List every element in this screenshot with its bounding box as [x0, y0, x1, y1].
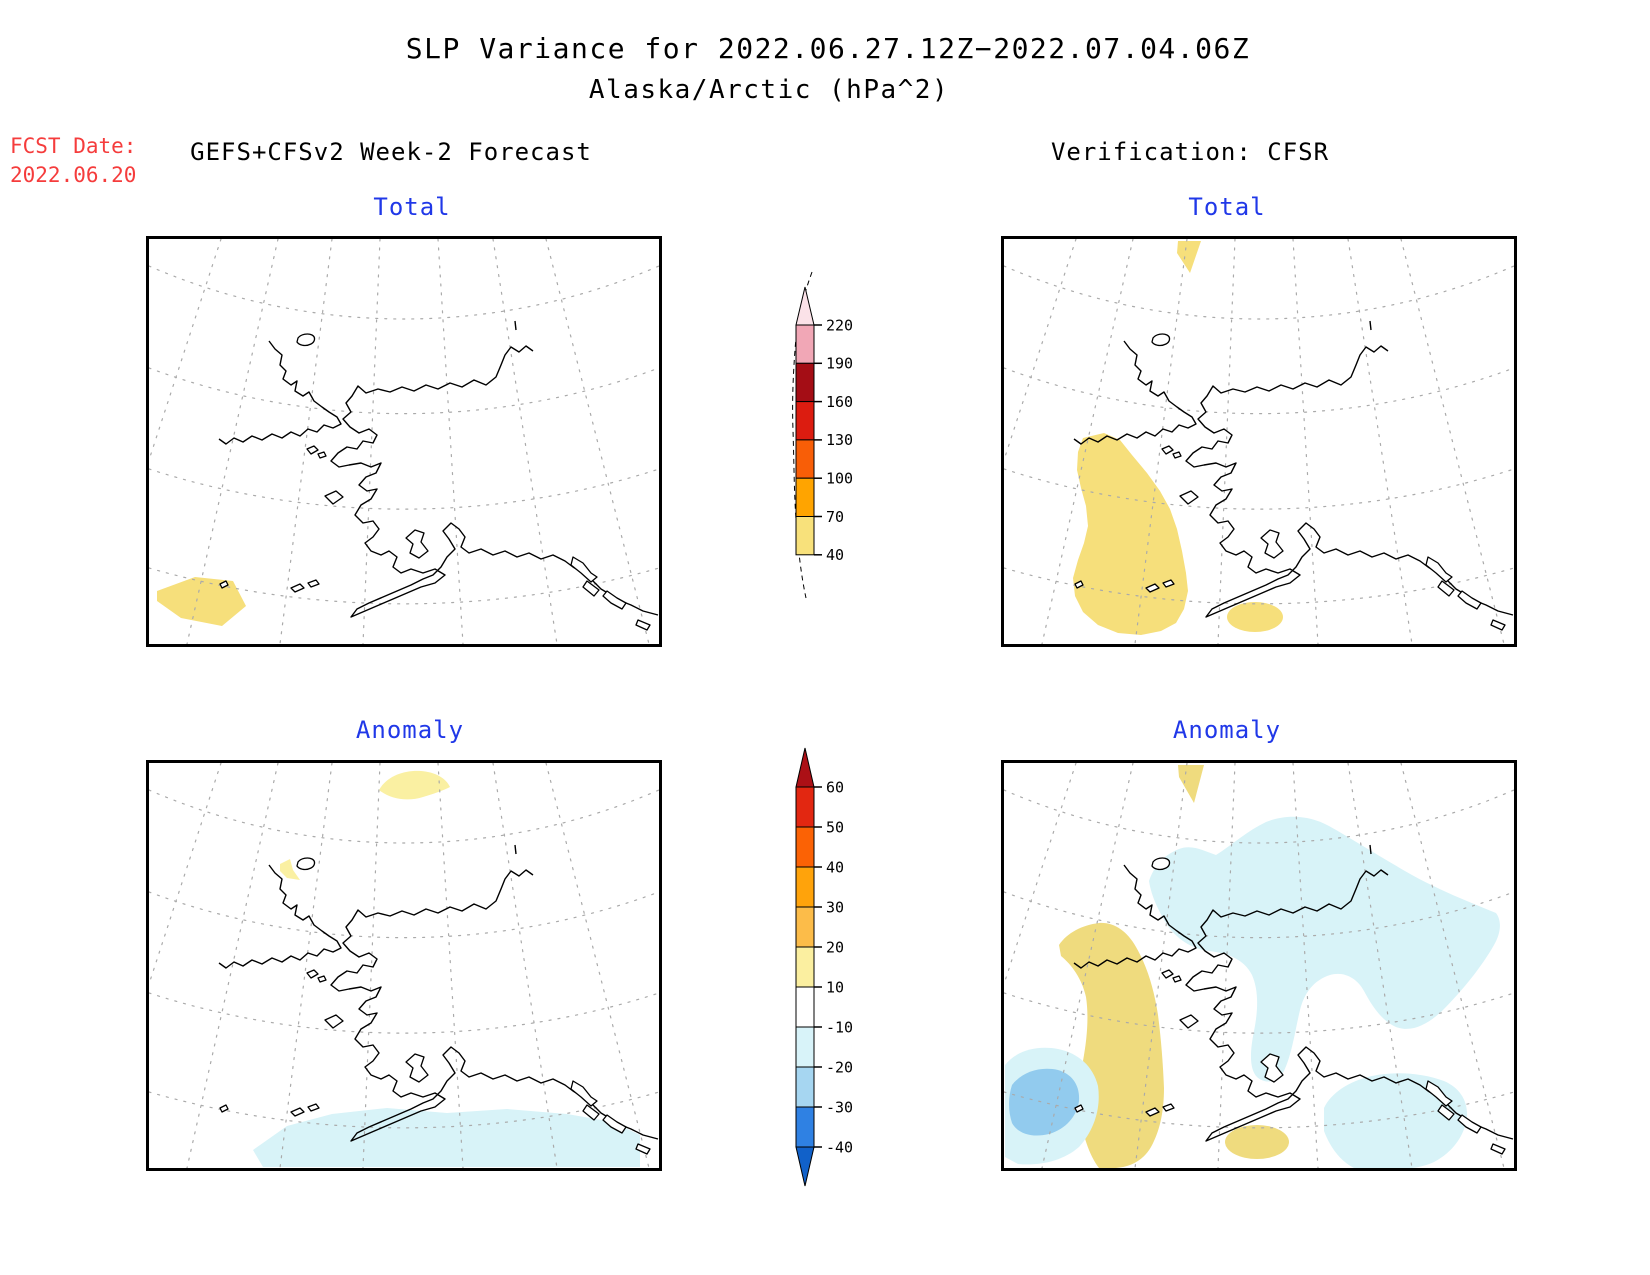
- figure-title-line2: Alaska/Arctic (hPa^2): [588, 75, 950, 105]
- fcst-date-label: FCST Date:: [10, 134, 137, 158]
- shading-forecast-total: [157, 577, 246, 626]
- shade-wrangel-patch-10-20: [280, 859, 300, 880]
- shade-sw-corner-40-70: [157, 577, 246, 626]
- fcst-date-block: FCST Date: 2022.06.20: [10, 132, 136, 190]
- colorbar-tick-label: -30: [826, 1098, 853, 1116]
- map-panel-forecast-total: [146, 236, 662, 647]
- colorbar-tick-label: 100: [826, 469, 853, 487]
- shade-bering-sea-40-70: [1073, 433, 1188, 635]
- shade-gulf-south-minus10-20: [1324, 1073, 1468, 1168]
- forecast-column-header: GEFS+CFSv2 Week-2 Forecast: [190, 138, 592, 166]
- shading-verification-total: [1073, 241, 1283, 635]
- panel-title-forecast-total: Total: [373, 193, 451, 221]
- verification-column-header: Verification: CFSR: [1050, 138, 1330, 166]
- colorbar-tick-label: -10: [826, 1018, 853, 1036]
- shade-sw-core-minus20-30: [1009, 1068, 1080, 1136]
- map-panel-forecast-anomaly: [146, 760, 662, 1171]
- shade-arctic-crescent-10-20: [379, 770, 450, 800]
- colorbar-tick-label: 220: [826, 316, 853, 334]
- shade-top-wedge-40-70: [1177, 241, 1201, 273]
- colorbar-tick-label: 160: [826, 393, 853, 411]
- shade-south-peninsula-40-70: [1227, 602, 1283, 632]
- panel-title-verification-anomaly: Anomaly: [1172, 716, 1282, 744]
- colorbar-tick-label: 70: [826, 508, 844, 526]
- colorbar-tick-label: 50: [826, 818, 844, 836]
- colorbar-anomaly: 60 50 40 30 20 10 -10 -20 -30 -40: [730, 735, 860, 1209]
- figure-title-line1: SLP Variance for 2022.06.27.12Z−2022.07.…: [405, 32, 1251, 65]
- colorbar-tick-label: 190: [826, 355, 853, 373]
- colorbar-tick-label: 40: [826, 546, 844, 564]
- colorbar-total: 220 190 160 130 100 70 40: [730, 255, 860, 624]
- colorbar-tick-label: -20: [826, 1058, 853, 1076]
- fcst-date-value: 2022.06.20: [10, 163, 137, 187]
- colorbar-tick-label: 40: [826, 858, 844, 876]
- colorbar-tick-label: 130: [826, 431, 853, 449]
- colorbar-tick-label: -40: [826, 1138, 853, 1156]
- colorbar-tick-label: 60: [826, 778, 844, 796]
- panel-title-forecast-anomaly: Anomaly: [355, 716, 465, 744]
- colorbar-tick-label: 10: [826, 978, 844, 996]
- shade-top-wedge-10-20: [1178, 765, 1204, 803]
- shading-forecast-anomaly: [253, 770, 640, 1167]
- colorbar-tick-label: 20: [826, 938, 844, 956]
- shade-south-peninsula-10-20: [1225, 1125, 1289, 1159]
- shade-interior-alaska-minus10-20: [1149, 816, 1500, 1082]
- panel-title-verification-total: Total: [1188, 193, 1266, 221]
- colorbar-tick-label: 30: [826, 898, 844, 916]
- map-panel-verification-anomaly: [1001, 760, 1517, 1171]
- map-panel-verification-total: [1001, 236, 1517, 647]
- shade-south-band-minus10-20: [253, 1108, 640, 1167]
- shading-verification-anomaly: [1005, 765, 1500, 1168]
